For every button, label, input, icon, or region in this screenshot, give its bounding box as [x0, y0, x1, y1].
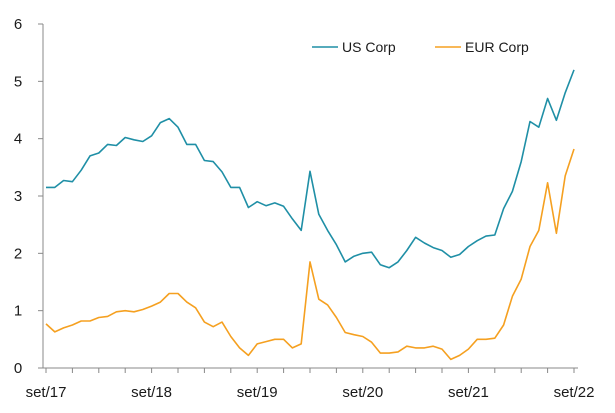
x-tick-label: set/17 [26, 384, 67, 401]
y-tick-label: 0 [14, 360, 22, 377]
y-ticks: 0 1 2 3 4 5 6 [14, 16, 43, 377]
y-tick-label: 2 [14, 245, 22, 262]
legend-label: EUR Corp [465, 39, 529, 55]
x-tick-label: set/21 [448, 384, 489, 401]
x-tick-label: set/20 [342, 384, 383, 401]
legend-label: US Corp [342, 39, 396, 55]
x-ticks: set/17 set/18 set/19 set/20 set/21 set/22 [26, 368, 595, 401]
y-tick-label: 1 [14, 303, 22, 320]
y-tick-label: 6 [14, 16, 22, 33]
y-tick-label: 4 [14, 131, 22, 148]
series-line-eur-corp [45, 148, 575, 361]
x-tick-label: set/19 [237, 384, 278, 401]
x-tick-label: set/22 [554, 384, 595, 401]
axes [42, 24, 578, 369]
y-tick-label: 5 [14, 73, 22, 90]
x-tick-label: set/18 [131, 384, 172, 401]
series-line-us-corp [46, 69, 575, 269]
series-lines [45, 69, 575, 361]
y-tick-label: 3 [14, 188, 22, 205]
legend: US Corp EUR Corp [312, 39, 529, 55]
